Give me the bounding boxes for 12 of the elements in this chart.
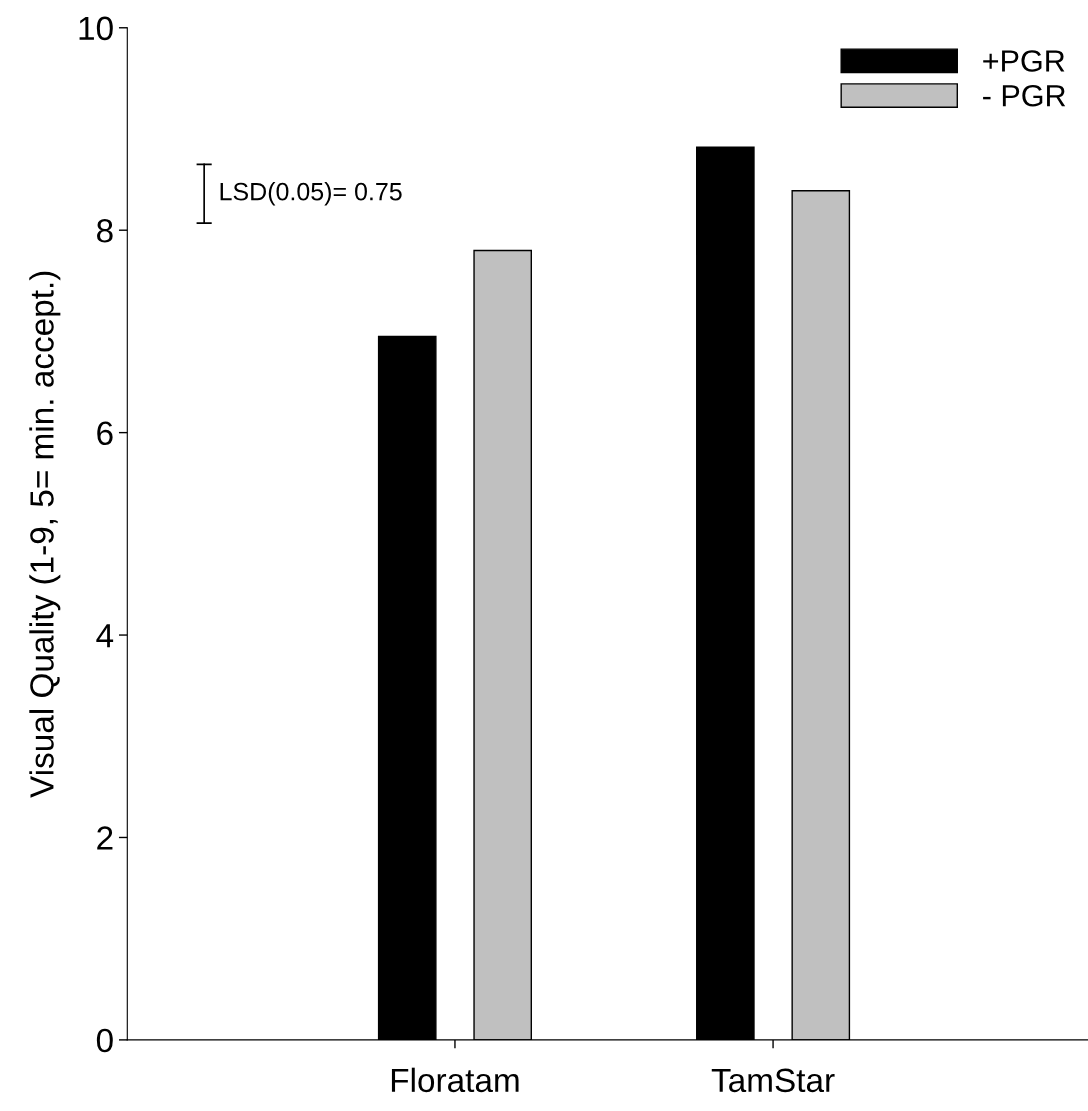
y-tick-label: 8: [97, 219, 113, 243]
y-tick-label: 0: [96, 1028, 113, 1053]
legend-label: +PGR: [983, 50, 1065, 72]
y-tick-label: 4: [96, 624, 114, 648]
y-tick-label: 10: [79, 16, 113, 41]
y-tick-label: 2: [97, 826, 113, 850]
annotation: LSD(0.05)= 0.75: [220, 182, 402, 206]
y-axis-title: Visual Quality (1-9, 5= min. accept.): [29, 271, 61, 798]
legend-label: - PGR: [983, 84, 1066, 107]
y-tick-label: 6: [97, 421, 113, 446]
x-tick-label: Floratam: [391, 1067, 519, 1093]
x-tick-label: TamStar: [711, 1068, 835, 1093]
